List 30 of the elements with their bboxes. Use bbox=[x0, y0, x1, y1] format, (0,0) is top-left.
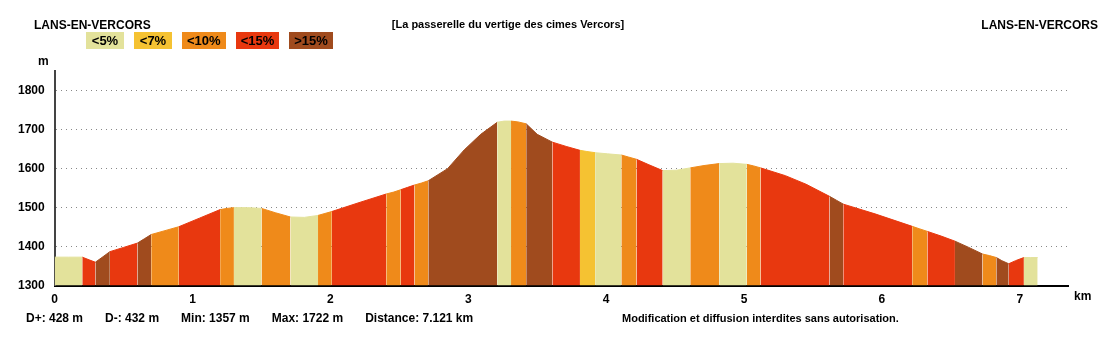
text: <7% bbox=[134, 32, 172, 49]
y-tick-label: 1400 bbox=[17, 238, 46, 253]
text: Modification et diffusion interdites sans autorisation. bbox=[622, 312, 899, 324]
y-tick-label: 1600 bbox=[17, 160, 46, 175]
x-tick-label: 7 bbox=[1016, 292, 1024, 307]
text: D-: 432 m bbox=[105, 311, 160, 325]
y-tick-label: 1700 bbox=[17, 121, 46, 136]
text: Min: 1357 m bbox=[181, 311, 250, 325]
text: <5% bbox=[86, 32, 124, 49]
chart-title: [La passerelle du vertige des cimes Vercors] bbox=[391, 18, 625, 30]
x-tick-label: 5 bbox=[740, 292, 748, 307]
text: Distance: 7.121 km bbox=[365, 311, 474, 325]
text: Max: 1722 m bbox=[271, 311, 344, 325]
y-axis-title: m bbox=[38, 54, 49, 69]
y-tick-label: 1500 bbox=[17, 199, 46, 214]
text: <10% bbox=[182, 32, 226, 49]
x-tick-label: 1 bbox=[189, 292, 197, 307]
x-tick-label: 3 bbox=[464, 292, 472, 307]
text: D+: 428 m bbox=[26, 311, 84, 325]
text: LANS-EN-VERCORS bbox=[981, 18, 1098, 32]
text: <15% bbox=[235, 32, 280, 49]
y-tick-label: 1800 bbox=[17, 83, 46, 97]
x-tick-label: 4 bbox=[602, 292, 610, 307]
text: LANS-EN-VERCORS bbox=[34, 18, 151, 32]
x-axis-title: km bbox=[1074, 288, 1092, 303]
x-tick-label: 2 bbox=[327, 292, 335, 307]
x-tick-label: 6 bbox=[878, 292, 886, 307]
text: >15% bbox=[289, 32, 333, 49]
y-tick-label: 1300 bbox=[17, 277, 46, 292]
x-tick-label: 0 bbox=[51, 292, 59, 307]
